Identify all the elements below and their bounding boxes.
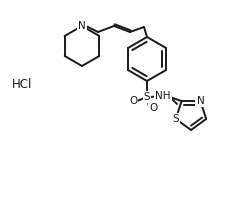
Text: N: N [78, 21, 86, 31]
Text: S: S [144, 92, 150, 102]
Text: O: O [149, 103, 157, 113]
Text: NH: NH [155, 91, 171, 101]
Text: S: S [172, 114, 179, 124]
Text: HCl: HCl [12, 78, 32, 91]
Text: N: N [196, 96, 204, 106]
Text: O: O [129, 96, 137, 106]
